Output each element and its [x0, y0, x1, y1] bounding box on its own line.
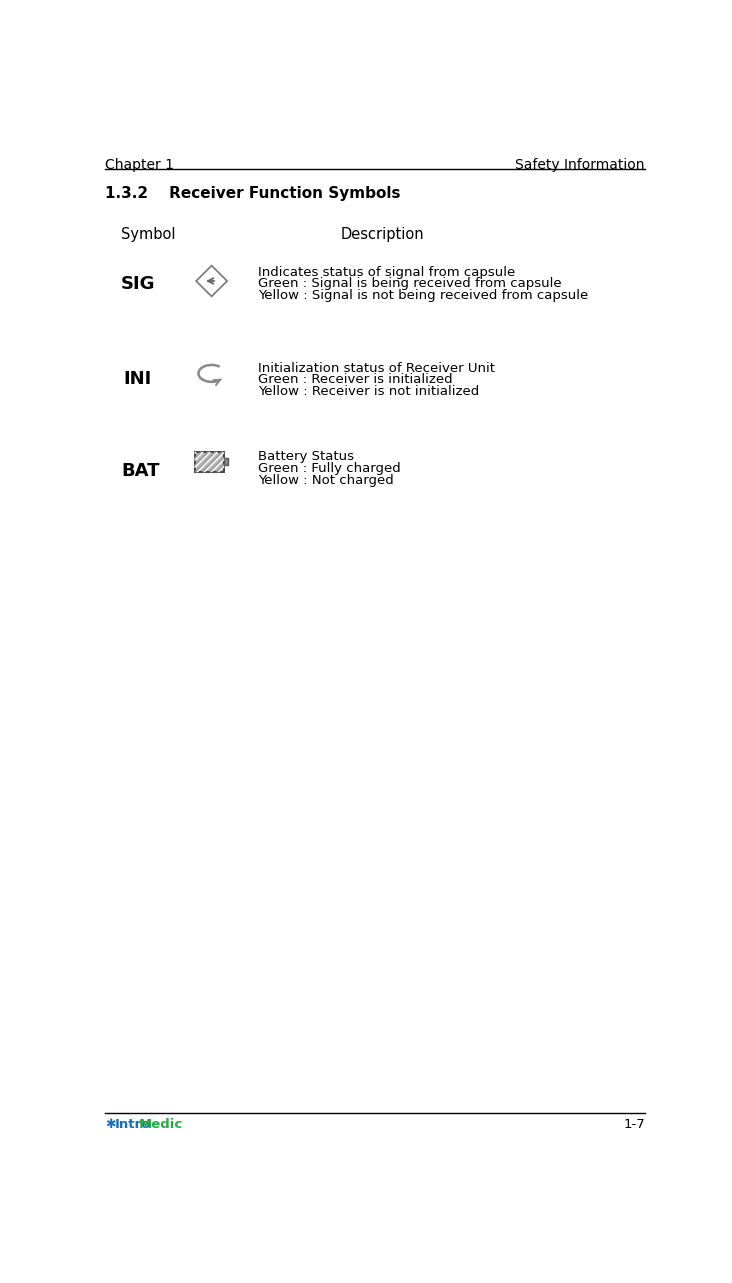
Text: Yellow : Receiver is not initialized: Yellow : Receiver is not initialized — [258, 385, 479, 398]
Text: Description: Description — [340, 227, 424, 242]
Text: Chapter 1: Chapter 1 — [105, 158, 174, 172]
Bar — [195, 452, 224, 472]
Text: Safety Information: Safety Information — [515, 158, 645, 172]
Text: Yellow : Signal is not being received from capsule: Yellow : Signal is not being received fr… — [258, 289, 589, 302]
Bar — [195, 452, 224, 472]
Text: Intro: Intro — [115, 1117, 151, 1132]
Bar — [224, 458, 228, 466]
Text: 1.3.2    Receiver Function Symbols: 1.3.2 Receiver Function Symbols — [105, 186, 401, 201]
Text: Battery Status: Battery Status — [258, 450, 354, 463]
Text: SIG: SIG — [121, 275, 155, 293]
Text: Indicates status of signal from capsule: Indicates status of signal from capsule — [258, 266, 515, 278]
Text: ✱: ✱ — [105, 1117, 116, 1132]
Text: Symbol: Symbol — [121, 227, 176, 242]
Text: Green : Signal is being received from capsule: Green : Signal is being received from ca… — [258, 277, 561, 290]
Text: Green : Receiver is initialized: Green : Receiver is initialized — [258, 373, 453, 386]
Text: Medic: Medic — [139, 1117, 183, 1132]
Text: Green : Fully charged: Green : Fully charged — [258, 462, 401, 475]
Text: 1-7: 1-7 — [623, 1117, 645, 1132]
Text: INI: INI — [123, 370, 152, 387]
Text: Yellow : Not charged: Yellow : Not charged — [258, 473, 394, 486]
Text: BAT: BAT — [121, 462, 160, 480]
Text: Initialization status of Receiver Unit: Initialization status of Receiver Unit — [258, 362, 495, 375]
